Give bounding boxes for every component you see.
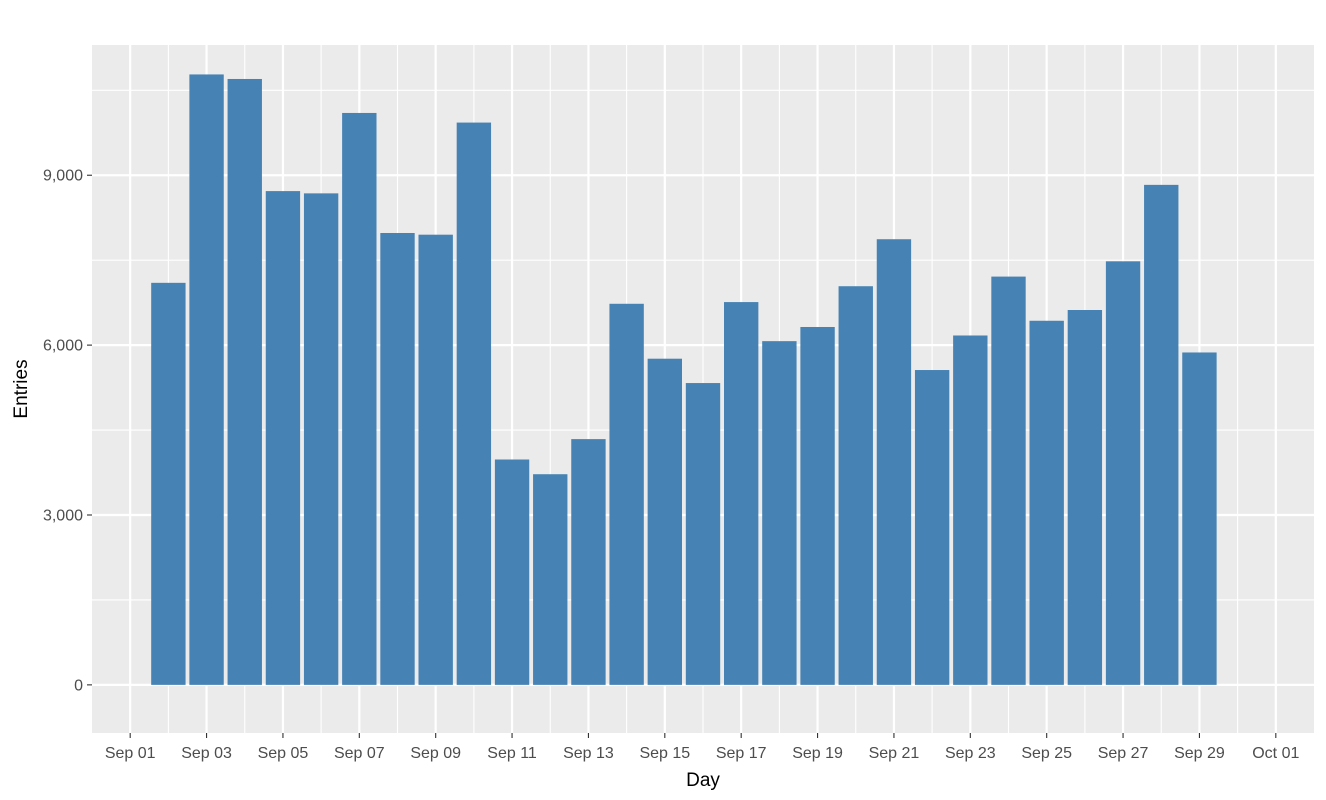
x-tick-label: Sep 05 [258, 745, 309, 762]
x-axis-title: Day [686, 770, 720, 791]
bar [265, 191, 301, 685]
x-tick-label: Sep 01 [105, 745, 156, 762]
x-tick-label: Sep 13 [563, 745, 614, 762]
bar [838, 286, 873, 685]
x-tick-label: Sep 11 [487, 745, 537, 762]
bar [533, 474, 568, 685]
bar [303, 193, 339, 685]
bar [342, 112, 377, 685]
y-tick-label: 9,000 [43, 168, 83, 185]
bar [724, 302, 759, 685]
bar [1029, 320, 1064, 685]
y-axis-title: Entries [11, 359, 32, 418]
bar [609, 303, 644, 685]
x-tick-label: Sep 21 [869, 745, 920, 762]
bar [953, 335, 988, 685]
bar [762, 341, 797, 685]
bar [685, 383, 721, 685]
x-tick-label: Sep 15 [639, 745, 690, 762]
bar [380, 232, 415, 685]
bar [1144, 184, 1179, 685]
bar [1182, 352, 1217, 685]
bar [876, 239, 912, 685]
y-tick-label: 3,000 [43, 507, 83, 524]
y-tick-label: 6,000 [43, 338, 83, 355]
bar [418, 234, 453, 685]
bar [227, 78, 262, 685]
x-tick-label: Sep 25 [1021, 745, 1072, 762]
bar [800, 326, 835, 685]
x-tick-label: Sep 17 [716, 745, 767, 762]
x-tick-label: Sep 07 [334, 745, 385, 762]
bar [494, 459, 530, 685]
x-tick-label: Sep 19 [792, 745, 843, 762]
bar [647, 358, 682, 685]
x-tick-label: Sep 09 [410, 745, 461, 762]
bar [189, 74, 224, 685]
x-tick-label: Sep 23 [945, 745, 996, 762]
bar [151, 282, 186, 685]
x-tick-label: Sep 29 [1174, 745, 1225, 762]
x-tick-label: Sep 27 [1098, 745, 1149, 762]
bar [456, 122, 492, 685]
x-tick-label: Oct 01 [1252, 745, 1299, 762]
bar [571, 439, 606, 685]
y-tick-label: 0 [74, 677, 83, 694]
bar [914, 370, 950, 685]
bar [1105, 261, 1141, 685]
x-tick-label: Sep 03 [181, 745, 232, 762]
bars [151, 74, 1217, 685]
bar [991, 276, 1026, 685]
bar [1067, 310, 1103, 685]
x-axis-ticks: Sep 01 Sep 03 Sep 05 Sep 07 Sep 09 Sep 11 Sep … [105, 733, 1299, 762]
y-axis-ticks: 0 3,000 6,000 9,000 [43, 168, 92, 694]
